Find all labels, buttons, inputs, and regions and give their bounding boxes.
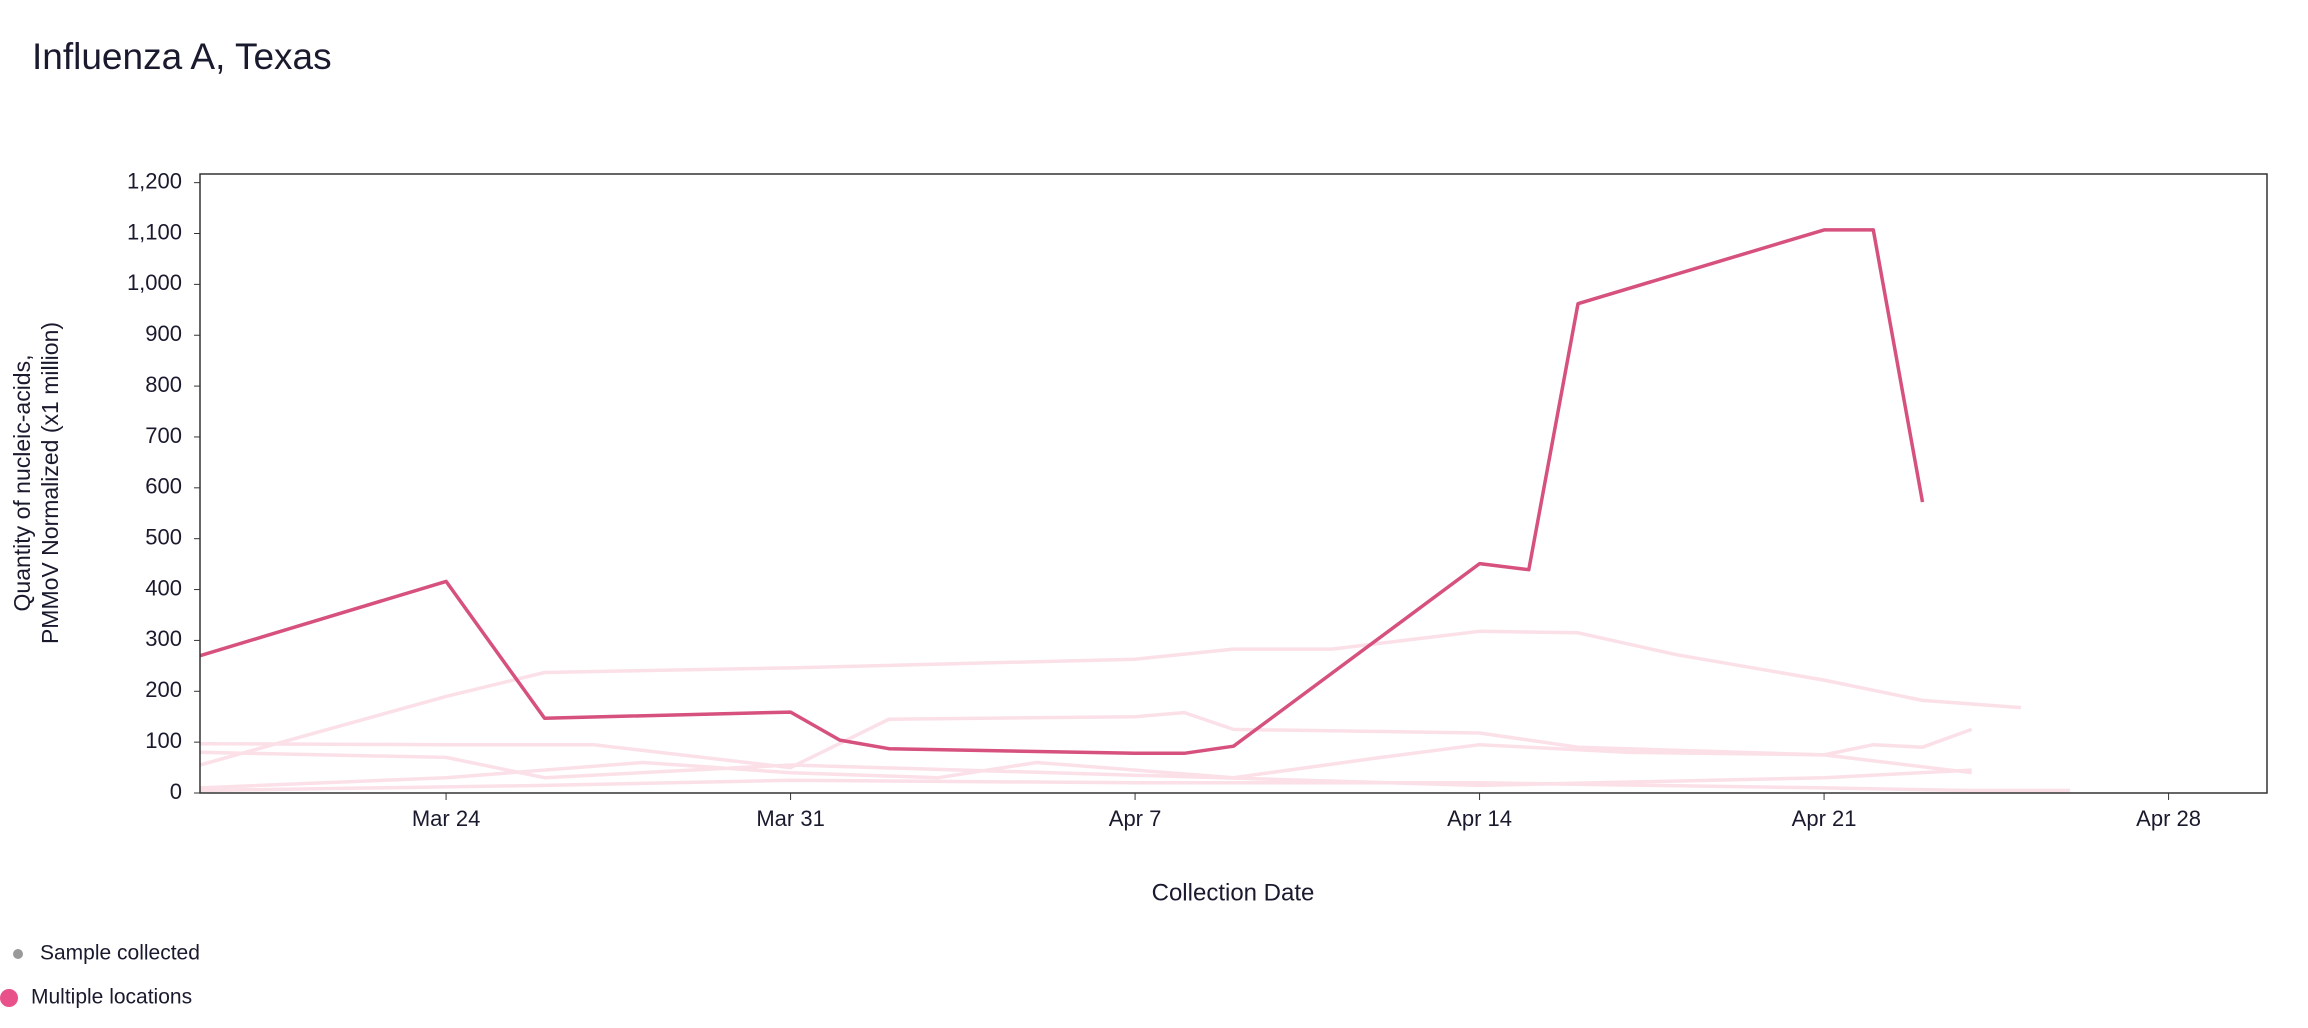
y-tick-label: 600: [145, 474, 182, 499]
y-axis-title: Quantity of nucleic-acids, PMMoV Normali…: [9, 322, 63, 644]
y-tick-label: 700: [145, 423, 182, 448]
y-tick-label: 300: [145, 626, 182, 651]
y-tick-label: 0: [170, 779, 182, 804]
y-tick-label: 800: [145, 372, 182, 397]
series-line: [200, 742, 1972, 790]
y-axis-title-line: PMMoV Normalized (x1 million): [37, 322, 63, 644]
chart-title: Influenza A, Texas: [32, 36, 332, 77]
series-line: [200, 629, 2022, 767]
x-tick-label: Apr 14: [1447, 806, 1512, 831]
y-tick-label: 900: [145, 321, 182, 346]
plot-frame: [199, 173, 2268, 794]
legend-marker: [0, 989, 18, 1007]
y-tick-label: 1,000: [127, 270, 182, 295]
y-tick-label: 1,200: [127, 168, 182, 193]
legend-label: Sample collected: [40, 942, 200, 965]
plot-area: [200, 228, 2071, 793]
y-tick-label: 200: [145, 677, 182, 702]
x-tick-label: Mar 24: [412, 806, 480, 831]
series-line: [200, 750, 1972, 788]
x-tick-label: Apr 7: [1109, 806, 1162, 831]
x-tick-label: Mar 31: [756, 806, 824, 831]
legend-label: Multiple locations: [31, 986, 192, 1009]
y-tick-label: 400: [145, 575, 182, 600]
y-axis-title-line: Quantity of nucleic-acids,: [9, 355, 35, 612]
series-line: [200, 228, 1925, 756]
x-axis-title: Collection Date: [1152, 879, 1315, 906]
y-tick-label: 100: [145, 728, 182, 753]
x-tick-label: Apr 28: [2136, 806, 2201, 831]
series-line: [200, 778, 2071, 793]
y-tick-label: 500: [145, 524, 182, 549]
x-tick-label: Apr 21: [1792, 806, 1857, 831]
y-tick-label: 1,100: [127, 219, 182, 244]
series-line: [200, 710, 1973, 770]
legend-marker: [13, 949, 23, 959]
